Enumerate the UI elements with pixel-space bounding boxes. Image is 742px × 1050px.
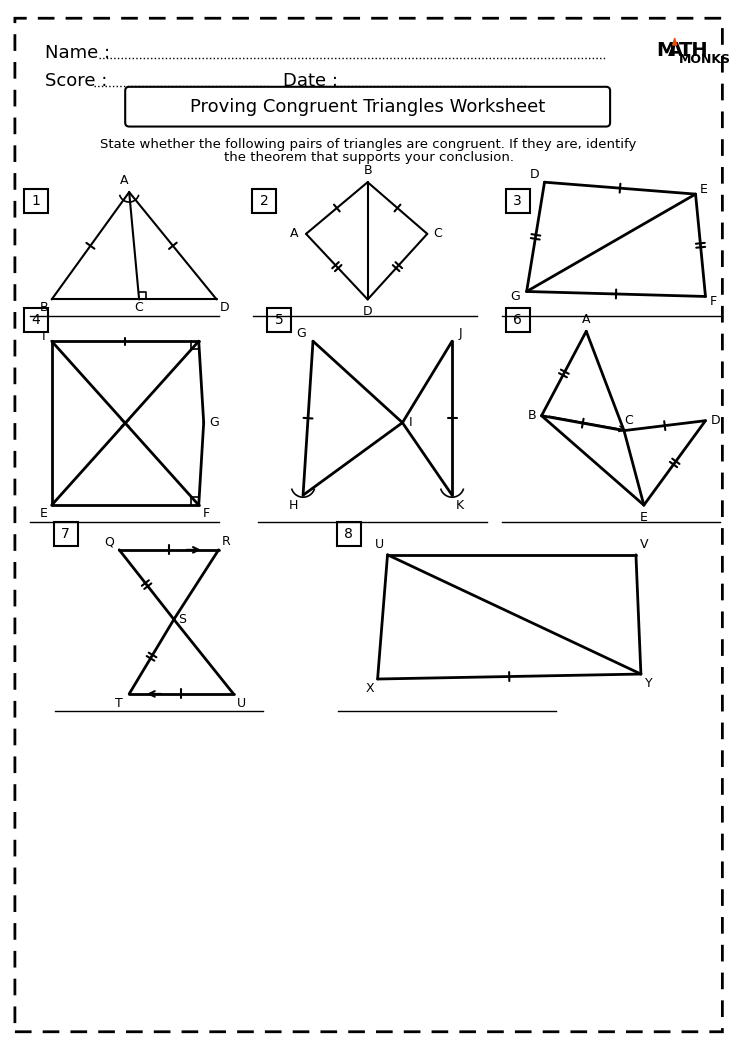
Polygon shape	[673, 38, 677, 45]
Text: D: D	[711, 414, 720, 427]
Text: State whether the following pairs of triangles are congruent. If they are, ident: State whether the following pairs of tri…	[100, 138, 637, 151]
Text: K: K	[456, 499, 464, 511]
FancyBboxPatch shape	[24, 309, 47, 332]
Text: E: E	[700, 183, 707, 195]
Text: 2: 2	[260, 194, 269, 208]
Text: J: J	[459, 327, 462, 340]
FancyBboxPatch shape	[15, 18, 723, 1032]
Text: A: A	[668, 41, 683, 60]
Text: B: B	[364, 164, 372, 176]
Text: E: E	[640, 510, 648, 524]
Text: C: C	[135, 301, 143, 314]
Text: R: R	[222, 536, 231, 548]
Text: E: E	[40, 506, 47, 520]
Text: the theorem that supports your conclusion.: the theorem that supports your conclusio…	[223, 151, 513, 164]
Text: F: F	[203, 506, 210, 520]
Text: Q: Q	[105, 536, 114, 548]
FancyBboxPatch shape	[53, 522, 77, 546]
FancyBboxPatch shape	[24, 189, 47, 213]
Text: 7: 7	[61, 527, 70, 541]
Text: S: S	[178, 613, 186, 626]
Text: Y: Y	[645, 677, 653, 691]
Text: 1: 1	[31, 194, 40, 208]
Text: F: F	[710, 295, 717, 308]
Text: D: D	[220, 301, 229, 314]
Text: 8: 8	[344, 527, 353, 541]
Text: A: A	[120, 173, 128, 187]
Text: Date :: Date :	[283, 71, 338, 90]
Text: 6: 6	[513, 313, 522, 328]
Text: D: D	[530, 168, 539, 181]
Text: 4: 4	[31, 313, 40, 328]
Text: B: B	[528, 410, 536, 422]
Text: M: M	[656, 41, 675, 60]
Text: T: T	[115, 697, 123, 711]
Text: TH: TH	[679, 41, 709, 60]
Text: C: C	[625, 414, 634, 427]
Text: I: I	[409, 416, 413, 429]
Text: V: V	[640, 539, 648, 551]
Text: 5: 5	[275, 313, 283, 328]
FancyBboxPatch shape	[252, 189, 276, 213]
Text: U: U	[237, 697, 246, 711]
Text: X: X	[365, 682, 374, 695]
Text: Name :: Name :	[45, 44, 110, 62]
Text: B: B	[39, 301, 48, 314]
FancyBboxPatch shape	[267, 309, 291, 332]
Text: A: A	[290, 228, 298, 240]
Text: U: U	[375, 539, 384, 551]
Text: G: G	[209, 416, 218, 429]
Text: Proving Congruent Triangles Worksheet: Proving Congruent Triangles Worksheet	[190, 98, 545, 116]
FancyBboxPatch shape	[125, 87, 610, 127]
Text: D: D	[363, 304, 372, 318]
Text: C: C	[433, 228, 441, 240]
FancyBboxPatch shape	[337, 522, 361, 546]
Text: 3: 3	[513, 194, 522, 208]
Text: MONKS: MONKS	[679, 54, 731, 66]
FancyBboxPatch shape	[506, 189, 530, 213]
Text: G: G	[510, 290, 519, 303]
Text: G: G	[296, 327, 306, 340]
Text: Score :: Score :	[45, 71, 107, 90]
Text: H: H	[289, 499, 298, 511]
FancyBboxPatch shape	[506, 309, 530, 332]
Text: I: I	[42, 330, 45, 342]
Text: A: A	[582, 313, 591, 326]
